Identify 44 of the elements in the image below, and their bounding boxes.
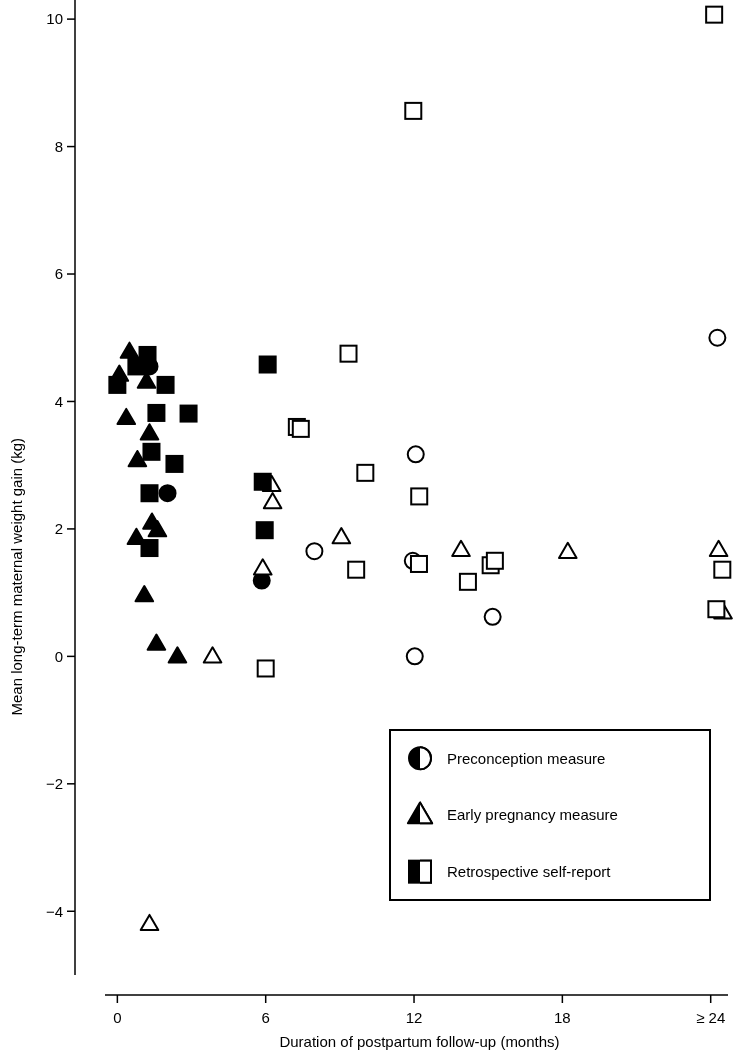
point [404,101,423,120]
y-axis-title: Mean long-term maternal weight gain (kg) [8,437,25,716]
point [256,659,275,678]
point [119,341,140,359]
point [405,647,424,666]
legend-label: Early pregnancy measure [447,806,618,824]
point [116,407,137,426]
point [406,445,425,464]
x-axis-title: Duration of postpartum follow-up (months) [279,1033,560,1050]
y-tick-label: 4 [54,392,63,410]
point [705,5,724,24]
point [485,551,504,570]
y-tick-label: 10 [46,10,63,28]
y-tick-label: 8 [54,137,63,155]
point [410,487,429,506]
x-tick-label: 12 [405,1009,423,1026]
y-tick-label: 6 [54,265,63,283]
point [167,646,188,664]
point [713,560,732,579]
y-tick-label: 0 [54,647,63,665]
x-tick-label: 18 [554,1009,571,1026]
point [347,560,366,579]
y-tick-label: 2 [54,520,63,538]
point [146,633,167,651]
point [339,344,358,363]
legend-label: Retrospective self-report [447,862,612,880]
point [291,419,310,438]
point [305,542,324,561]
point [127,449,148,468]
point [483,607,502,626]
point [139,423,160,441]
x-tick-label: 6 [261,1009,270,1026]
x-tick-label: 0 [113,1009,122,1026]
point [409,554,428,573]
point [458,572,477,591]
point [136,371,157,389]
point [708,328,727,347]
point [707,600,726,619]
legend-label: Preconception measure [447,749,606,767]
point [134,585,155,603]
y-tick-label: −2 [45,775,63,793]
x-tick-label: ≥ 24 [696,1009,726,1026]
y-tick-label: −4 [45,902,63,920]
point [356,463,375,482]
